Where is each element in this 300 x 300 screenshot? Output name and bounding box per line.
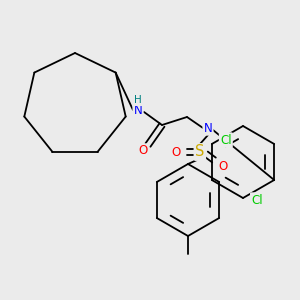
Text: N: N (134, 103, 142, 116)
Text: Cl: Cl (251, 194, 263, 206)
Text: O: O (218, 160, 228, 172)
Text: O: O (138, 145, 148, 158)
Text: N: N (204, 122, 212, 134)
Text: S: S (195, 145, 205, 160)
Text: H: H (134, 95, 142, 105)
Text: Cl: Cl (220, 134, 232, 146)
Text: O: O (171, 146, 181, 158)
